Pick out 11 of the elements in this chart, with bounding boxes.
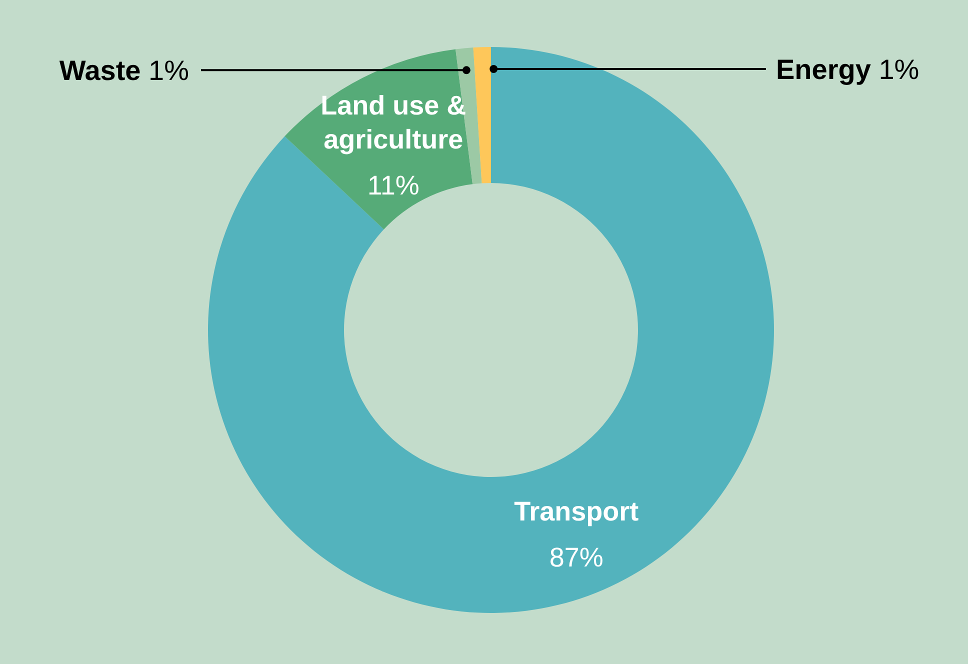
slice-label: Land use & agriculture — [320, 90, 466, 154]
data-label: 11% — [367, 170, 420, 200]
donut-slice — [208, 47, 774, 613]
data-label: 1% — [140, 55, 189, 86]
data-label: 1% — [870, 54, 920, 86]
donut-slice — [284, 49, 473, 230]
donut-slice — [473, 47, 491, 184]
data-label: 87% — [549, 542, 604, 572]
slice-label: Waste — [59, 55, 141, 86]
slice-label: Transport — [514, 496, 639, 526]
slice-label: Energy — [776, 54, 872, 86]
